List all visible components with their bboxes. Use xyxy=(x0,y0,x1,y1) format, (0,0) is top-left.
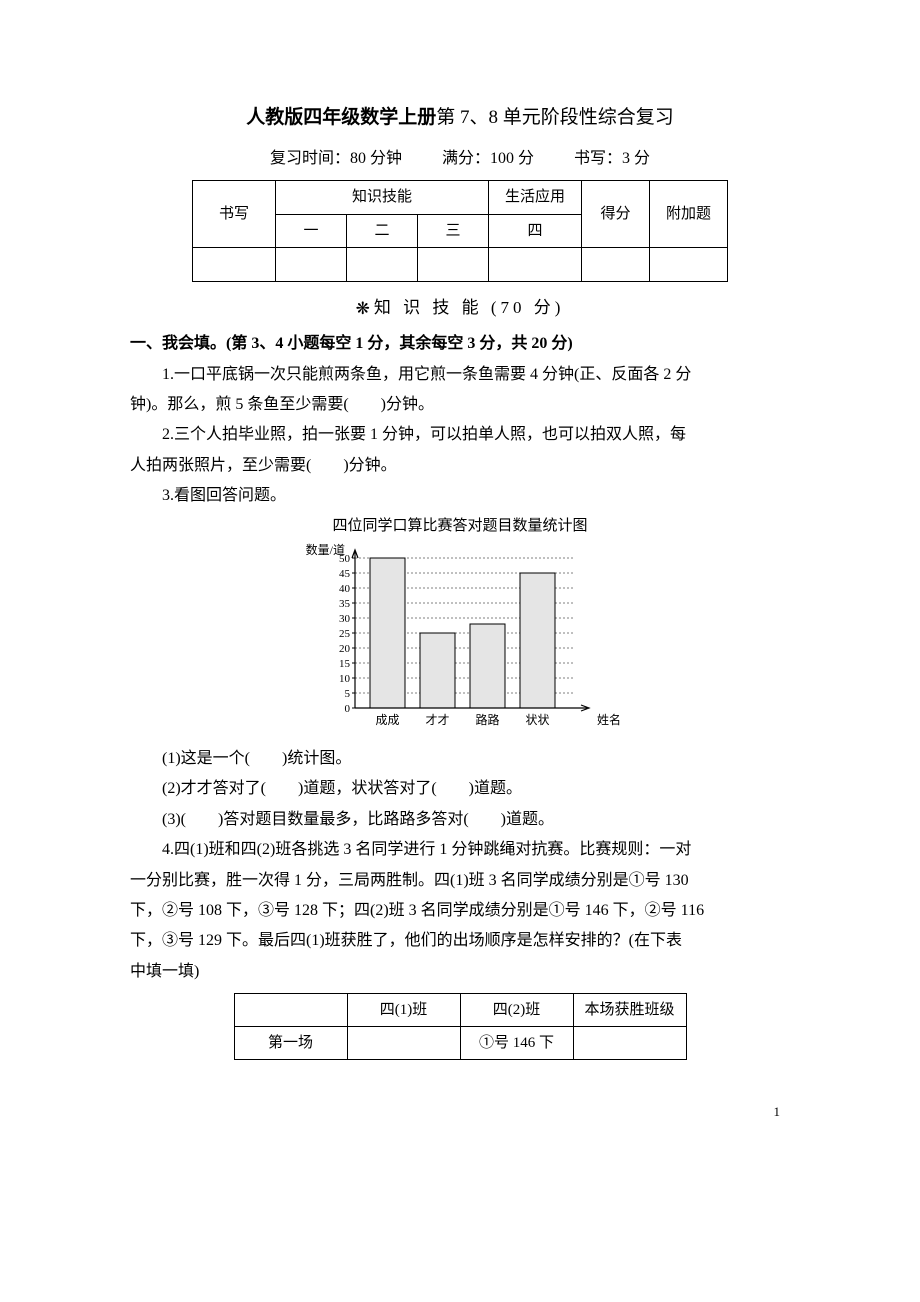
score-col-4: 四 xyxy=(489,214,582,248)
q3-heading: 3.看图回答问题。 xyxy=(130,481,790,511)
svg-text:成成: 成成 xyxy=(375,713,399,727)
q2-line-a: 2.三个人拍毕业照，拍一张要 1 分钟，可以拍单人照，也可以拍双人照，每 xyxy=(130,420,790,450)
q2-line-b: 人拍两张照片，至少需要( )分钟。 xyxy=(130,451,790,481)
svg-text:0: 0 xyxy=(345,703,351,715)
score-col-1: 一 xyxy=(276,214,347,248)
svg-text:25: 25 xyxy=(339,628,351,640)
score-blank xyxy=(347,248,418,282)
subtitle-writing: 书写：3 分 xyxy=(574,150,650,167)
svg-text:15: 15 xyxy=(339,658,351,670)
q1-line-b: 钟)。那么，煎 5 条鱼至少需要( )分钟。 xyxy=(130,390,790,420)
svg-text:路路: 路路 xyxy=(475,712,499,727)
score-blank xyxy=(582,248,650,282)
bar-chart: 数量/道05101520253035404550成成才才路路状状姓名 xyxy=(295,540,625,740)
flower-icon: ❋ xyxy=(356,299,374,318)
svg-text:姓名: 姓名 xyxy=(597,712,621,727)
score-blank xyxy=(489,248,582,282)
score-table: 书写 知识技能 生活应用 得分 附加题 一 二 三 四 xyxy=(192,180,728,282)
score-col-2: 二 xyxy=(347,214,418,248)
q3-3: (3)( )答对题目数量最多，比路路多答对( )道题。 xyxy=(130,805,790,835)
match-h3: 本场获胜班级 xyxy=(573,994,686,1027)
svg-text:30: 30 xyxy=(339,613,351,625)
score-col-3: 三 xyxy=(418,214,489,248)
score-knowledge: 知识技能 xyxy=(276,181,489,215)
svg-text:20: 20 xyxy=(339,643,351,655)
knowledge-header-text: 知 识 技 能 (70 分) xyxy=(374,298,565,317)
q4-line-e: 中填一填) xyxy=(130,957,790,987)
subtitle-time: 复习时间：80 分钟 xyxy=(270,150,402,167)
score-total: 得分 xyxy=(582,181,650,248)
knowledge-header: ❋知 识 技 能 (70 分) xyxy=(130,292,790,325)
q3-2: (2)才才答对了( )道题，状状答对了( )道题。 xyxy=(130,774,790,804)
score-extra: 附加题 xyxy=(650,181,728,248)
match-h1: 四(1)班 xyxy=(347,994,460,1027)
q4-line-d: 下，③号 129 下。最后四(1)班获胜了，他们的出场顺序是怎样安排的？(在下表 xyxy=(130,926,790,956)
title-rest: 第 7、8 单元阶段性综合复习 xyxy=(436,107,674,128)
q3-1: (1)这是一个( )统计图。 xyxy=(130,744,790,774)
page-number: 1 xyxy=(130,1100,790,1125)
q4-line-b: 一分别比赛，胜一次得 1 分，三局两胜制。四(1)班 3 名同学成绩分别是①号 … xyxy=(130,866,790,896)
match-row1-c1 xyxy=(347,1027,460,1060)
svg-text:10: 10 xyxy=(339,673,351,685)
score-blank xyxy=(418,248,489,282)
chart-title: 四位同学口算比赛答对题目数量统计图 xyxy=(130,512,790,541)
q1-line-a: 1.一口平底锅一次只能煎两条鱼，用它煎一条鱼需要 4 分钟(正、反面各 2 分 xyxy=(130,360,790,390)
score-life: 生活应用 xyxy=(489,181,582,215)
svg-text:45: 45 xyxy=(339,568,351,580)
match-row1-label: 第一场 xyxy=(234,1027,347,1060)
svg-text:35: 35 xyxy=(339,598,351,610)
score-blank xyxy=(276,248,347,282)
score-writing: 书写 xyxy=(193,181,276,248)
q4-line-c: 下，②号 108 下，③号 128 下；四(2)班 3 名同学成绩分别是①号 1… xyxy=(130,896,790,926)
section-1-heading: 一、我会填。(第 3、4 小题每空 1 分，其余每空 3 分，共 20 分) xyxy=(130,329,790,359)
subtitle: 复习时间：80 分钟 满分：100 分 书写：3 分 xyxy=(130,144,790,174)
match-table: 四(1)班 四(2)班 本场获胜班级 第一场 ①号 146 下 xyxy=(234,993,687,1060)
score-blank xyxy=(650,248,728,282)
svg-text:50: 50 xyxy=(339,553,351,565)
match-row1-c3 xyxy=(573,1027,686,1060)
svg-text:40: 40 xyxy=(339,583,351,595)
subtitle-full: 满分：100 分 xyxy=(442,150,534,167)
match-h2: 四(2)班 xyxy=(460,994,573,1027)
svg-text:才才: 才才 xyxy=(425,713,449,727)
score-blank xyxy=(193,248,276,282)
q4-line-a: 4.四(1)班和四(2)班各挑选 3 名同学进行 1 分钟跳绳对抗赛。比赛规则：… xyxy=(130,835,790,865)
match-row1-c2: ①号 146 下 xyxy=(460,1027,573,1060)
svg-text:状状: 状状 xyxy=(525,713,549,727)
svg-text:5: 5 xyxy=(345,688,351,700)
match-blank-header xyxy=(234,994,347,1027)
bar-chart-wrap: 数量/道05101520253035404550成成才才路路状状姓名 xyxy=(130,540,790,740)
title-bold: 人教版四年级数学上册 xyxy=(246,107,436,128)
